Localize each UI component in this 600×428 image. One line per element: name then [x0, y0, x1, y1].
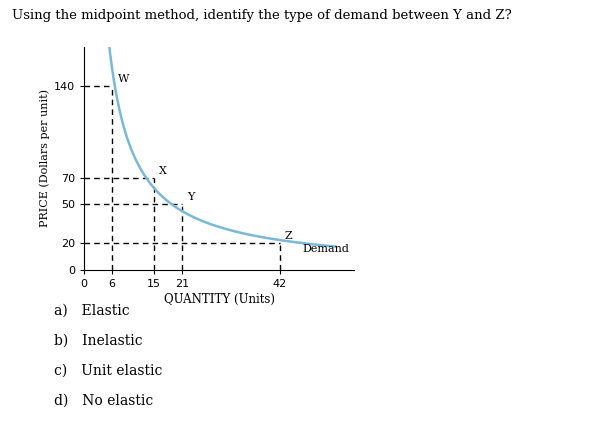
X-axis label: QUANTITY (Units): QUANTITY (Units)	[164, 293, 275, 306]
Text: Y: Y	[187, 192, 195, 202]
Text: X: X	[160, 166, 167, 176]
Text: a) Elastic: a) Elastic	[54, 304, 130, 318]
Text: Z: Z	[284, 232, 292, 241]
Y-axis label: PRICE (Dollars per unit): PRICE (Dollars per unit)	[39, 89, 50, 227]
Text: Using the midpoint method, identify the type of demand between Y and Z?: Using the midpoint method, identify the …	[12, 9, 512, 21]
Text: d) No elastic: d) No elastic	[54, 394, 153, 408]
Text: b) Inelastic: b) Inelastic	[54, 334, 143, 348]
Text: W: W	[118, 74, 129, 84]
Text: Demand: Demand	[303, 244, 350, 254]
Text: c) Unit elastic: c) Unit elastic	[54, 364, 163, 378]
